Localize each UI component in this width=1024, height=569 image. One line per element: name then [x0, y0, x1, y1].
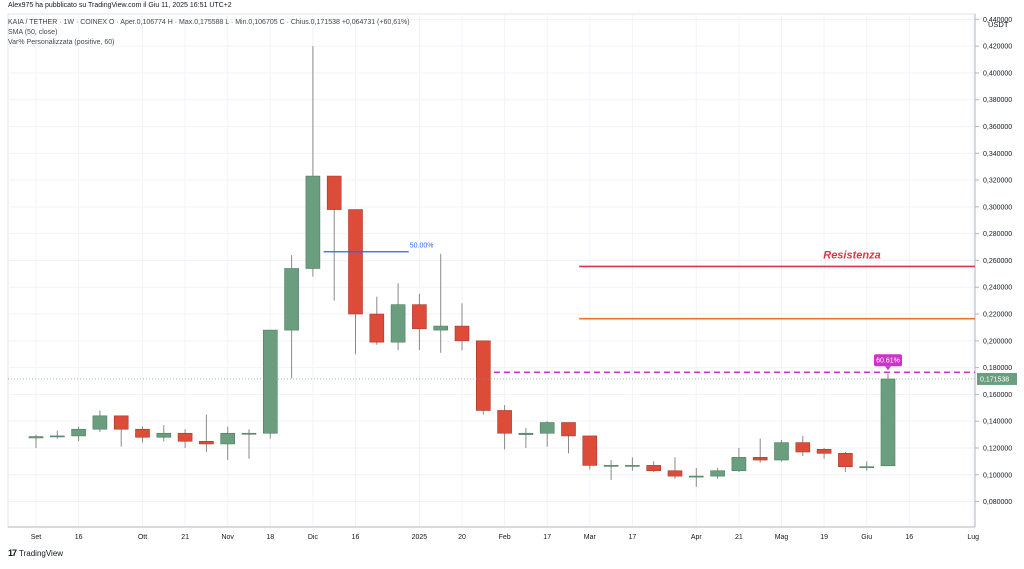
x-tick-label: Giu	[861, 534, 872, 541]
x-tick-label: Ott	[138, 534, 147, 541]
candle-body[interactable]	[390, 304, 406, 343]
candle-body[interactable]	[177, 432, 193, 442]
candle-body[interactable]	[859, 466, 875, 469]
candle-body[interactable]	[838, 453, 853, 468]
y-tick-label: 0,320000	[983, 178, 1012, 185]
candle-body[interactable]	[539, 422, 555, 434]
percent-change-badge-text: 60.61%	[876, 358, 900, 365]
y-tick-label: 0,300000	[983, 204, 1012, 211]
candle-body[interactable]	[220, 432, 235, 445]
x-tick-label: Dic	[308, 534, 319, 541]
candle-body[interactable]	[561, 422, 576, 437]
candle-body[interactable]	[603, 465, 619, 467]
x-tick-label: 16	[352, 534, 360, 541]
candle-body[interactable]	[816, 449, 832, 454]
y-tick-label: 0,160000	[983, 392, 1012, 399]
y-tick-label: 0,360000	[983, 124, 1012, 131]
candle-body[interactable]	[475, 340, 491, 411]
x-tick-label: Mag	[775, 534, 789, 541]
symbol-info[interactable]: KAIA / TETHER · 1W · COINEX O · Aper.0,1…	[8, 19, 410, 26]
x-tick-label: Apr	[691, 534, 703, 541]
watermark-label: TradingView	[19, 548, 64, 558]
candle-body[interactable]	[156, 432, 172, 438]
y-tick-label: 0,260000	[983, 258, 1012, 265]
candle-body[interactable]	[625, 465, 640, 467]
candle-body[interactable]	[646, 465, 662, 472]
x-tick-label: 2025	[412, 534, 428, 541]
sma-indicator-label[interactable]: SMA (50, close)	[8, 29, 58, 36]
candle-body[interactable]	[113, 415, 129, 430]
x-tick-label: 21	[181, 534, 189, 541]
candle-body[interactable]	[710, 470, 725, 477]
x-tick-label: Feb	[499, 534, 511, 541]
x-tick-label: Nov	[221, 534, 234, 541]
candle-body[interactable]	[795, 442, 811, 453]
badge-pointer-icon	[885, 366, 891, 371]
candle-body[interactable]	[71, 428, 86, 437]
x-tick-label: 19	[820, 534, 828, 541]
currency-label: USDT	[988, 20, 1009, 29]
y-tick-label: 0,400000	[983, 70, 1012, 77]
candle-body[interactable]	[582, 435, 598, 466]
candle-body[interactable]	[348, 209, 363, 315]
x-tick-label: 17	[543, 534, 551, 541]
candle-body[interactable]	[135, 428, 150, 438]
candle-body[interactable]	[92, 415, 108, 430]
candle-body[interactable]	[667, 470, 683, 477]
y-tick-label: 0,220000	[983, 312, 1012, 319]
y-tick-label: 0,240000	[983, 285, 1012, 292]
candle-body[interactable]	[199, 440, 214, 445]
percent-change-badge[interactable]	[874, 354, 902, 367]
candle-body[interactable]	[688, 475, 704, 478]
y-tick-label: 0,340000	[983, 151, 1012, 158]
last-price-box[interactable]	[977, 372, 1017, 385]
candle-body[interactable]	[731, 457, 747, 472]
y-tick-label: 0,280000	[983, 231, 1012, 238]
y-tick-label: 0,380000	[983, 97, 1012, 104]
custom-indicator-label[interactable]: Var% Personalizzata (positive, 60)	[8, 39, 115, 46]
publisher-line: Alex975 ha pubblicato su TradingView.com…	[8, 2, 232, 9]
y-tick-label: 0,120000	[983, 445, 1012, 452]
candle-body[interactable]	[241, 432, 257, 435]
last-price-text: 0,171538	[980, 376, 1009, 383]
candle-body[interactable]	[284, 268, 299, 331]
candle-body[interactable]	[369, 313, 385, 343]
candle-body[interactable]	[262, 329, 278, 434]
x-tick-label: Mar	[584, 534, 597, 541]
x-tick-label: 18	[266, 534, 274, 541]
candle-body[interactable]	[433, 325, 449, 331]
candle-body[interactable]	[49, 435, 65, 438]
y-tick-label: 0,200000	[983, 338, 1012, 345]
x-tick-label: 21	[735, 534, 743, 541]
x-tick-label: Lug	[967, 534, 979, 541]
y-tick-label: 0,140000	[983, 419, 1012, 426]
y-tick-label: 0,420000	[983, 44, 1012, 51]
candle-body[interactable]	[326, 175, 342, 210]
candle-body[interactable]	[774, 442, 789, 461]
resistance-label: Resistenza	[823, 249, 880, 261]
x-tick-label: 16	[905, 534, 913, 541]
x-tick-label: Set	[31, 534, 42, 541]
candle-body[interactable]	[305, 175, 321, 269]
candle-body[interactable]	[497, 410, 512, 434]
y-tick-label: 0,180000	[983, 365, 1012, 372]
tradingview-watermark[interactable]: 17 TradingView	[8, 548, 63, 558]
y-tick-label: 0,100000	[983, 472, 1012, 479]
fib-50-label: 50.00%	[410, 243, 434, 250]
candle-body[interactable]	[412, 304, 427, 330]
candle-body[interactable]	[454, 325, 470, 342]
x-tick-label: 20	[458, 534, 466, 541]
tradingview-logo-icon: 17	[8, 548, 17, 558]
candle-body[interactable]	[880, 378, 896, 467]
y-tick-label: 0,440000	[983, 17, 1012, 24]
candle-body[interactable]	[28, 436, 44, 439]
x-tick-label: 17	[629, 534, 637, 541]
x-tick-label: 16	[75, 534, 83, 541]
candle-body[interactable]	[752, 457, 768, 461]
candle-body[interactable]	[518, 432, 534, 435]
y-tick-label: 0,080000	[983, 499, 1012, 506]
